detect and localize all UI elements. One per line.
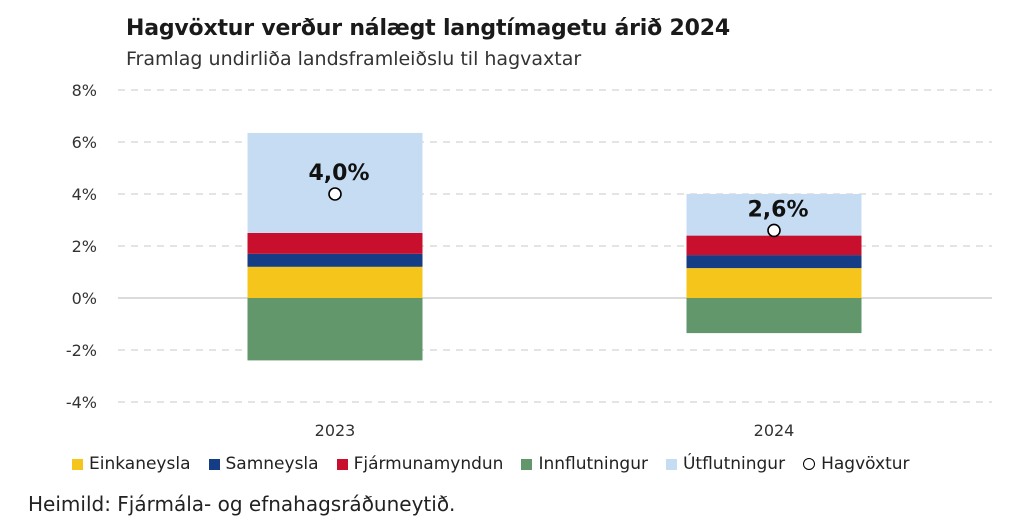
- x-tick-label: 2024: [754, 421, 795, 440]
- chart-legend: Einkaneysla Samneysla Fjármunamyndun Inn…: [72, 454, 928, 474]
- growth-marker: [328, 187, 342, 201]
- legend-label-utflutningur: Útflutningur: [682, 454, 786, 474]
- source-note: Heimild: Fjármála- og efnahagsráðuneytið…: [28, 492, 456, 516]
- legend-item-fjarmunamyndun: Fjármunamyndun: [336, 454, 504, 474]
- bar-segment: [247, 298, 423, 361]
- legend-item-einkaneysla: Einkaneysla: [72, 454, 191, 474]
- bar-segment: [247, 132, 423, 233]
- legend-item-hagvoxtur: Hagvöxtur: [803, 454, 910, 474]
- legend-label-samneysla: Samneysla: [225, 454, 319, 474]
- legend-swatch-utflutningur: [665, 458, 677, 470]
- legend-swatch-innflutningur: [521, 458, 533, 470]
- y-tick-label: 0%: [72, 289, 97, 308]
- bar-segment: [686, 255, 862, 269]
- legend-marker-hagvoxtur: [803, 458, 816, 470]
- legend-swatch-einkaneysla: [72, 458, 83, 470]
- y-tick-label: 8%: [72, 81, 97, 100]
- legend-label-fjarmunamyndun: Fjármunamyndun: [353, 454, 504, 474]
- y-tick-label: 6%: [72, 133, 97, 152]
- growth-label: 4,0%: [308, 161, 369, 186]
- bar-segment: [686, 235, 862, 256]
- legend-label-hagvoxtur: Hagvöxtur: [821, 454, 910, 474]
- legend-swatch-samneysla: [208, 458, 220, 470]
- stacked-bar-chart: 8% 6% 4% 2% 0% -2% -4% 2023 2024 4,0% 2,6%: [66, 81, 992, 440]
- bar-segment: [686, 268, 862, 298]
- y-tick-label: 2%: [72, 237, 97, 256]
- y-tick-label: 4%: [72, 185, 97, 204]
- legend-item-utflutningur: Útflutningur: [665, 454, 786, 474]
- legend-item-innflutningur: Innflutningur: [521, 454, 648, 474]
- legend-label-innflutningur: Innflutningur: [538, 454, 648, 474]
- bar-segment: [247, 233, 423, 254]
- legend-label-einkaneysla: Einkaneysla: [89, 454, 191, 474]
- chart-title: Hagvöxtur verður nálægt langtímagetu ári…: [126, 16, 730, 41]
- growth-label: 2,6%: [747, 197, 808, 222]
- bar-segment: [686, 298, 862, 334]
- y-tick-label: -2%: [66, 341, 97, 360]
- bar-segment: [247, 266, 423, 298]
- x-tick-label: 2023: [315, 421, 356, 440]
- y-tick-label: -4%: [66, 393, 97, 412]
- growth-marker: [767, 223, 781, 238]
- bar-segment: [247, 253, 423, 267]
- legend-swatch-fjarmunamyndun: [336, 458, 348, 470]
- legend-item-samneysla: Samneysla: [208, 454, 319, 474]
- chart-subtitle: Framlag undirliða landsframleiðslu til h…: [126, 48, 582, 70]
